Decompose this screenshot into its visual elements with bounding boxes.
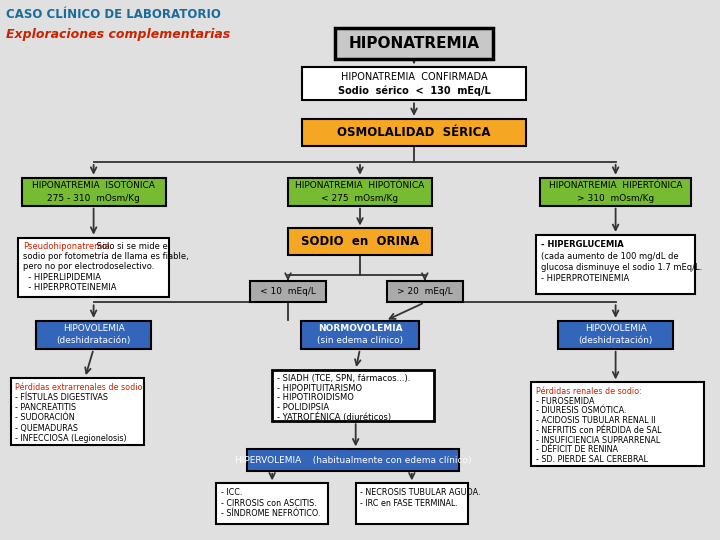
FancyBboxPatch shape — [12, 378, 145, 445]
Text: HIPOVOLEMIA: HIPOVOLEMIA — [63, 325, 125, 333]
Text: - SD. PIERDE SAL CEREBRAL: - SD. PIERDE SAL CEREBRAL — [536, 455, 648, 464]
Text: - QUEMADURAS: - QUEMADURAS — [16, 423, 78, 433]
Text: < 10  mEq/L: < 10 mEq/L — [260, 287, 316, 296]
FancyBboxPatch shape — [22, 178, 166, 206]
Text: Sodio  sérico  <  130  mEq/L: Sodio sérico < 130 mEq/L — [338, 85, 490, 96]
FancyBboxPatch shape — [302, 67, 526, 100]
Text: - HIPERGLUCEMIA: - HIPERGLUCEMIA — [541, 240, 624, 249]
Text: HIPOVOLEMIA: HIPOVOLEMIA — [585, 325, 647, 333]
FancyBboxPatch shape — [272, 369, 433, 421]
FancyBboxPatch shape — [335, 28, 493, 59]
Text: - SUDORACIÓN: - SUDORACIÓN — [16, 414, 75, 422]
Text: glucosa disminuye el sodio 1.7 mEq/L.: glucosa disminuye el sodio 1.7 mEq/L. — [541, 263, 703, 272]
Text: HIPONATREMIA  CONFIRMADA: HIPONATREMIA CONFIRMADA — [341, 72, 487, 82]
Text: - YATRОГÉNICA (diuréticos): - YATRОГÉNICA (diuréticos) — [277, 413, 391, 422]
Text: sodio por fotometría de llama es fiable,: sodio por fotometría de llama es fiable, — [23, 252, 189, 261]
Text: - CIRROSIS con ASCITIS.: - CIRROSIS con ASCITIS. — [220, 499, 316, 508]
Text: OSMOLALIDAD  SÉRICA: OSMOLALIDAD SÉRICA — [337, 126, 491, 139]
FancyBboxPatch shape — [288, 178, 432, 206]
Text: NORMOVOLEMIA: NORMOVOLEMIA — [318, 325, 402, 333]
FancyBboxPatch shape — [540, 178, 691, 206]
FancyBboxPatch shape — [531, 382, 704, 465]
Text: (sin edema clínico): (sin edema clínico) — [317, 336, 403, 345]
FancyBboxPatch shape — [536, 235, 695, 294]
Text: HIPONATREMIA  HIPERTÓNICA: HIPONATREMIA HIPERTÓNICA — [549, 181, 683, 190]
Text: - NEFRITIS con PÉRDIDA de SAL: - NEFRITIS con PÉRDIDA de SAL — [536, 426, 661, 435]
Text: - HIPERLIPIDEMIA: - HIPERLIPIDEMIA — [23, 273, 101, 282]
Text: - FÍSTULAS DIGESTIVAS: - FÍSTULAS DIGESTIVAS — [16, 393, 109, 402]
Text: - HIPOPITUITARISMO: - HIPOPITUITARISMO — [277, 383, 362, 393]
Text: - ACIDOSIS TUBULAR RENAL II: - ACIDOSIS TUBULAR RENAL II — [536, 416, 655, 425]
Text: - DÉFICIT DE RENINA: - DÉFICIT DE RENINA — [536, 445, 618, 454]
Text: - INSUFICIENCIA SUPRARRENAL: - INSUFICIENCIA SUPRARRENAL — [536, 435, 660, 444]
Text: (deshidratación): (deshidratación) — [56, 336, 131, 345]
Text: (cada aumento de 100 mg/dL de: (cada aumento de 100 mg/dL de — [541, 252, 679, 261]
Text: - SIADH (TCE, SPN, fármacos...).: - SIADH (TCE, SPN, fármacos...). — [277, 374, 410, 383]
FancyBboxPatch shape — [302, 119, 526, 146]
FancyBboxPatch shape — [301, 321, 419, 349]
Text: - HIPOTIROIDISMO: - HIPOTIROIDISMO — [277, 393, 354, 402]
Text: 275 - 310  mOsm/Kg: 275 - 310 mOsm/Kg — [48, 194, 140, 202]
Text: Exploraciones complementarias: Exploraciones complementarias — [6, 28, 230, 41]
Text: - SÍNDROME NEFRÓTICO.: - SÍNDROME NEFRÓTICO. — [220, 510, 320, 518]
Text: - FUROSEMIDA: - FUROSEMIDA — [536, 396, 594, 406]
Text: Solo si se mide el: Solo si se mide el — [94, 242, 170, 251]
Text: HIPONATREMIA  HIPOTÓNICA: HIPONATREMIA HIPOTÓNICA — [295, 181, 425, 190]
Text: HIPONATREMIA: HIPONATREMIA — [348, 36, 480, 51]
Text: - ICC.: - ICC. — [220, 488, 242, 497]
FancyBboxPatch shape — [216, 483, 328, 524]
Text: SODIO  en  ORINA: SODIO en ORINA — [301, 235, 419, 248]
Text: - HIPERPROTEINEMIA: - HIPERPROTEINEMIA — [541, 274, 630, 284]
Text: HIPERVOLEMIA    (habitualmente con edema clínico): HIPERVOLEMIA (habitualmente con edema cl… — [235, 456, 471, 464]
FancyBboxPatch shape — [18, 238, 169, 297]
FancyBboxPatch shape — [251, 281, 325, 302]
Text: > 310  mOsm/Kg: > 310 mOsm/Kg — [577, 194, 654, 202]
FancyBboxPatch shape — [288, 228, 432, 255]
Text: Pérdidas renales de sodio:: Pérdidas renales de sodio: — [536, 387, 642, 396]
Text: Pérdidas extrarrenales de sodio:: Pérdidas extrarrenales de sodio: — [16, 382, 145, 392]
Text: CASO CLÍNICO DE LABORATORIO: CASO CLÍNICO DE LABORATORIO — [6, 8, 220, 21]
Text: - HIPERPROTEINEMIA: - HIPERPROTEINEMIA — [23, 283, 117, 292]
FancyBboxPatch shape — [36, 321, 151, 349]
Text: - DIURESIS OSMÓTICA.: - DIURESIS OSMÓTICA. — [536, 407, 626, 415]
Text: (deshidratación): (deshidratación) — [578, 336, 653, 345]
Text: Pseudohiponatremia.: Pseudohiponatremia. — [23, 242, 112, 251]
Text: - PANCREATITIS: - PANCREATITIS — [16, 403, 76, 412]
FancyBboxPatch shape — [387, 281, 462, 302]
Text: pero no por electrodoselectivo.: pero no por electrodoselectivo. — [23, 262, 154, 272]
FancyBboxPatch shape — [246, 449, 459, 471]
FancyBboxPatch shape — [558, 321, 673, 349]
Text: < 275  mOsm/Kg: < 275 mOsm/Kg — [321, 194, 399, 202]
Text: - POLIDIPSIA: - POLIDIPSIA — [277, 403, 329, 412]
FancyBboxPatch shape — [356, 483, 468, 524]
Text: > 20  mEq/L: > 20 mEq/L — [397, 287, 453, 296]
Text: - INFECCIOSA (Legionelosis): - INFECCIOSA (Legionelosis) — [16, 434, 127, 443]
Text: HIPONATREMIA  ISOTÓNICA: HIPONATREMIA ISOTÓNICA — [32, 181, 155, 190]
Text: - IRC en FASE TERMINAL.: - IRC en FASE TERMINAL. — [360, 499, 458, 508]
Text: - NECROSIS TUBULAR AGUDA.: - NECROSIS TUBULAR AGUDA. — [360, 488, 481, 497]
